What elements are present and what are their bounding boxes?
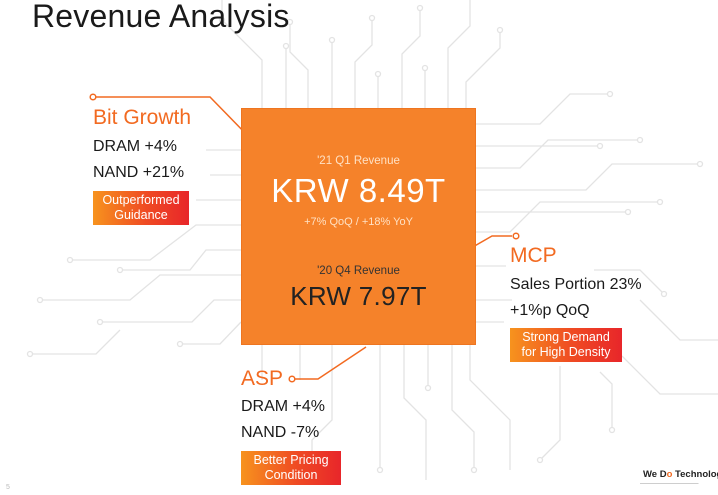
bit-growth-nand: NAND +21%	[93, 164, 185, 181]
mcp-sales-portion: Sales Portion 23%	[510, 276, 642, 293]
asp-tag: Better Pricing Condition	[241, 451, 341, 485]
revenue-chip: '21 Q1 Revenue KRW 8.49T +7% QoQ / +18% …	[241, 108, 476, 345]
logo-text-start: We D	[643, 469, 667, 480]
bit-growth-tag: Outperformed Guidance	[93, 191, 189, 225]
q4-revenue-label: '20 Q4 Revenue	[317, 265, 400, 277]
page-title: Revenue Analysis	[32, 0, 290, 34]
bit-growth-tag-line1: Outperformed	[102, 193, 180, 207]
mcp-qoq: +1%p QoQ	[510, 302, 590, 319]
asp-dram: DRAM +4%	[241, 398, 326, 415]
mcp-tag-line1: Strong Demand	[522, 330, 610, 344]
mcp-tag: Strong Demand for High Density	[510, 328, 622, 362]
asp-title: ASP	[241, 367, 284, 390]
q1-revenue-label: '21 Q1 Revenue	[317, 155, 400, 167]
q1-revenue-value: KRW 8.49T	[271, 172, 446, 209]
logo-text-end: Technology	[675, 469, 718, 480]
bit-growth-title: Bit Growth	[93, 106, 192, 129]
q1-revenue-growth: +7% QoQ / +18% YoY	[304, 216, 413, 228]
mcp-tag-line2: for High Density	[521, 345, 611, 359]
q4-revenue-value: KRW 7.97T	[290, 281, 427, 311]
logo-accent-letter: o	[666, 469, 673, 480]
asp-nand: NAND -7%	[241, 424, 320, 441]
bit-growth-dram: DRAM +4%	[93, 138, 178, 155]
company-logo: We Do Technology	[643, 469, 718, 480]
mcp-title: MCP	[510, 244, 557, 267]
asp-tag-line2: Condition	[264, 468, 318, 482]
asp-tag-line1: Better Pricing	[253, 453, 329, 467]
bit-growth-tag-line2: Guidance	[114, 208, 168, 222]
page-number: 5	[6, 484, 10, 491]
logo-tagline: —————————————	[640, 481, 699, 486]
